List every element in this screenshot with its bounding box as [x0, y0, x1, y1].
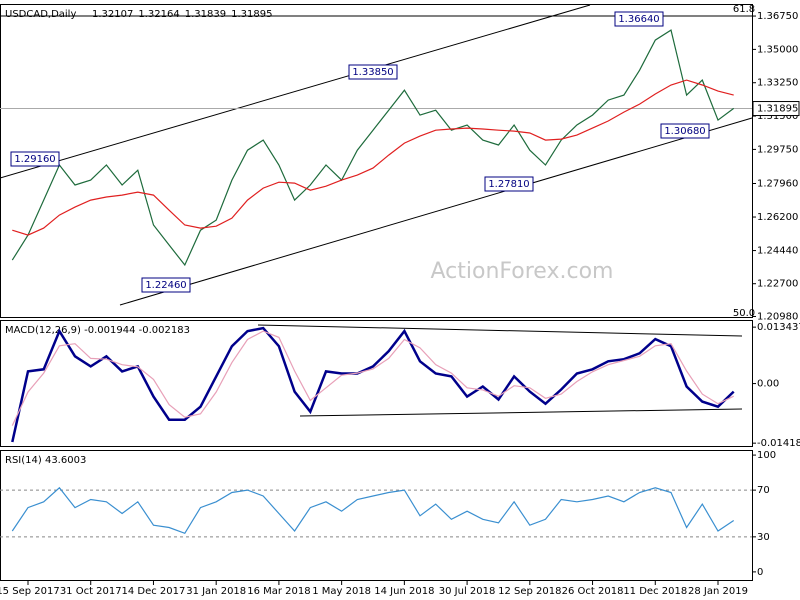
x-tick-label: 31 Jan 2018 — [186, 586, 246, 597]
last-bar-value: 1.31895 — [231, 9, 272, 20]
series-line — [11, 326, 735, 443]
annotation-box — [348, 64, 398, 80]
y-tick-label: 70 — [757, 485, 770, 496]
annotation-label: 1.36640 — [618, 14, 659, 25]
last-bar-value: 1.32164 — [138, 9, 179, 20]
y-tick-label: 1.36750 — [757, 11, 798, 22]
y-tick-label: 1.20980 — [757, 311, 798, 322]
current-price-box — [752, 101, 800, 117]
x-tick-label: 26 Oct 2018 — [562, 586, 624, 597]
y-tick-label: 1.22700 — [757, 279, 798, 290]
y-tick-label: 1.31500 — [757, 111, 798, 122]
x-tick-label: 12 Sep 2018 — [498, 586, 561, 597]
annotation-label: 1.33850 — [352, 67, 393, 78]
annotation-box — [484, 176, 534, 192]
y-tick-label: 0.013437 — [757, 322, 800, 333]
annotation-box — [10, 151, 60, 167]
x-tick-label: 14 Jun 2018 — [374, 586, 434, 597]
y-tick-label: 1.33250 — [757, 78, 798, 89]
x-tick-label: 28 Jan 2019 — [688, 586, 748, 597]
y-tick-label: 1.27960 — [757, 179, 798, 190]
channel-lower — [119, 117, 753, 306]
y-tick-label: 1.29750 — [757, 144, 798, 155]
x-tick-label: 14 Dec 2017 — [122, 586, 186, 597]
watermark: ActionForex.com — [431, 259, 614, 284]
last-bar-value: 1.31839 — [185, 9, 226, 20]
current-price-label: 1.31895 — [757, 104, 798, 115]
panel-title: USDCAD,Daily — [5, 9, 76, 20]
annotation-box — [614, 11, 664, 27]
y-tick-label: 1.24440 — [757, 246, 798, 257]
annotation-label: 1.27810 — [488, 179, 529, 190]
price-panel — [0, 4, 753, 318]
macd-trend-lower — [299, 408, 743, 417]
series-line — [11, 330, 734, 426]
series-line — [11, 486, 735, 535]
annotation-label: 50.0 — [733, 308, 755, 319]
annotation-label: 1.29160 — [14, 154, 55, 165]
y-tick-label: 0.00 — [757, 379, 779, 390]
series-line — [12, 79, 734, 236]
y-tick-label: 100 — [757, 450, 776, 461]
panel-title: RSI(14) 43.6003 — [5, 455, 86, 466]
y-tick-label: 1.35000 — [757, 44, 798, 55]
x-tick-label: 31 Oct 2017 — [60, 586, 122, 597]
annotation-label: 1.22460 — [145, 280, 186, 291]
annotation-label: 1.30680 — [664, 126, 705, 137]
x-tick-label: 15 Sep 2017 — [0, 586, 60, 597]
annotation-label: 61.8 — [733, 4, 755, 15]
x-tick-label: 16 Mar 2018 — [247, 586, 310, 597]
rsi-panel — [0, 450, 753, 581]
y-tick-label: 1.26200 — [757, 212, 798, 223]
channel-upper — [0, 4, 591, 179]
last-bar-values: 1.32107 1.32164 1.31839 1.31895 — [92, 9, 272, 20]
series-line — [11, 29, 735, 267]
macd-trend-upper — [257, 324, 743, 337]
panel-title: MACD(12,26,9) -0.001944 -0.002183 — [5, 325, 190, 336]
y-tick-label: 30 — [757, 532, 770, 543]
x-tick-label: 1 May 2018 — [312, 586, 371, 597]
annotation-box — [660, 123, 710, 139]
annotation-box — [141, 277, 191, 293]
x-tick-label: 30 Jul 2018 — [439, 586, 496, 597]
last-bar-value: 1.32107 — [92, 9, 133, 20]
x-tick-label: 11 Dec 2018 — [623, 586, 687, 597]
y-tick-label: -0.014187 — [757, 438, 800, 449]
y-tick-label: 0 — [757, 567, 763, 578]
